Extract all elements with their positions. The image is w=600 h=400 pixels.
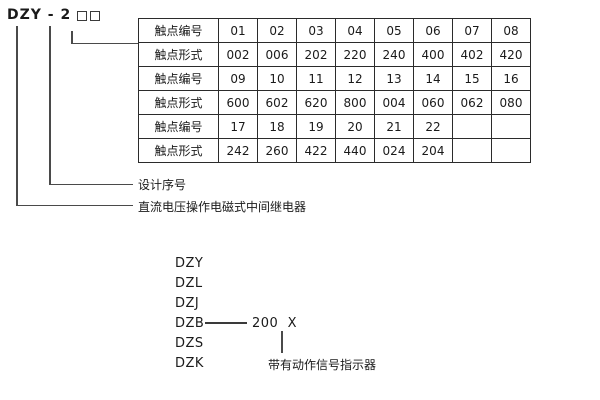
value-cell: 07 [452, 18, 492, 43]
value-cell: 10 [257, 66, 297, 91]
callout-line-serial-vertical [49, 26, 51, 184]
value-cell [452, 114, 492, 139]
row-label-cell: 触点形式 [138, 42, 219, 67]
value-cell: 600 [218, 90, 258, 115]
series-row: DZK 带有动作信号指示器 [175, 353, 376, 373]
table-row: 触点编号 01 02 03 04 05 06 07 08 [138, 18, 531, 43]
indicator-note-label: 带有动作信号指示器 [268, 358, 377, 372]
table-row: 触点形式 600 602 620 800 004 060 062 080 [138, 90, 531, 115]
relay-description-label: 直流电压操作电磁式中间继电器 [138, 200, 307, 214]
series-row: DZY [175, 253, 297, 273]
row-label-cell: 触点编号 [138, 66, 219, 91]
table-row: 触点形式 242 260 422 440 024 204 [138, 138, 531, 163]
table-row: 触点编号 17 18 19 20 21 22 [138, 114, 531, 139]
value-cell: 14 [413, 66, 453, 91]
dzb-connector-line [205, 322, 247, 324]
series-code: DZB [175, 315, 205, 331]
value-cell: 11 [296, 66, 336, 91]
value-cell: 04 [335, 18, 375, 43]
row-label-cell: 触点形式 [138, 90, 219, 115]
series-row: DZL [175, 273, 297, 293]
value-cell: 002 [218, 42, 258, 67]
value-cell: 03 [296, 18, 336, 43]
value-cell: 21 [374, 114, 414, 139]
value-cell: 204 [413, 138, 453, 163]
value-cell: 12 [335, 66, 375, 91]
value-cell: 202 [296, 42, 336, 67]
model-digit-box-1 [77, 11, 88, 21]
value-cell [491, 138, 531, 163]
callout-line-serial-horizontal [49, 183, 133, 185]
value-cell: 420 [491, 42, 531, 67]
value-cell: 17 [218, 114, 258, 139]
value-cell: 402 [452, 42, 492, 67]
series-code: DZK [175, 355, 204, 371]
value-cell: 602 [257, 90, 297, 115]
design-serial-label: 设计序号 [138, 178, 187, 192]
model-code: DZY - 2 [7, 7, 101, 23]
series-row: DZB 200 X [175, 313, 297, 333]
callout-line-relay-vertical [16, 26, 18, 206]
contact-table-body: 触点编号 01 02 03 04 05 06 07 08 触点形式 002 006 202 220 240 4… [138, 18, 531, 163]
value-cell: 22 [413, 114, 453, 139]
series-code: DZS [175, 335, 204, 351]
value-cell: 13 [374, 66, 414, 91]
value-cell: 20 [335, 114, 375, 139]
value-cell: 19 [296, 114, 336, 139]
row-label-cell: 触点形式 [138, 138, 219, 163]
table-row: 触点形式 002 006 202 220 240 400 402 420 [138, 42, 531, 67]
series-row: DZJ [175, 293, 297, 313]
table-row: 触点编号 09 10 11 12 13 14 15 16 [138, 66, 531, 91]
series-code: DZY [175, 255, 204, 271]
callout-line-table-horizontal [71, 42, 138, 44]
value-cell: 02 [257, 18, 297, 43]
value-cell [491, 114, 531, 139]
value-cell: 242 [218, 138, 258, 163]
series-code: DZJ [175, 295, 200, 311]
value-cell: 004 [374, 90, 414, 115]
value-cell: 240 [374, 42, 414, 67]
value-cell: 01 [218, 18, 258, 43]
row-label-cell: 触点编号 [138, 114, 219, 139]
value-cell: 09 [218, 66, 258, 91]
value-cell: 422 [296, 138, 336, 163]
value-cell: 024 [374, 138, 414, 163]
value-cell: 620 [296, 90, 336, 115]
value-cell: 440 [335, 138, 375, 163]
model-digit-box-2 [90, 11, 101, 21]
model-code-text: DZY - 2 [7, 7, 72, 23]
value-cell: 060 [413, 90, 453, 115]
series-list: DZY DZL DZJ DZB 200 X DZS DZK 带有动作信号指示器 [175, 253, 376, 373]
callout-line-relay-horizontal [16, 204, 133, 206]
value-cell: 080 [491, 90, 531, 115]
series-row: DZS [175, 333, 297, 353]
value-cell: 006 [257, 42, 297, 67]
value-cell: 800 [335, 90, 375, 115]
value-cell: 18 [257, 114, 297, 139]
value-cell: 062 [452, 90, 492, 115]
value-cell: 05 [374, 18, 414, 43]
value-cell: 06 [413, 18, 453, 43]
value-cell: 220 [335, 42, 375, 67]
value-cell: 260 [257, 138, 297, 163]
value-cell: 16 [491, 66, 531, 91]
row-label-cell: 触点编号 [138, 18, 219, 43]
value-cell: 400 [413, 42, 453, 67]
contact-table: 触点编号 01 02 03 04 05 06 07 08 触点形式 002 006 202 220 240 4… [138, 18, 531, 163]
x-note-connector-line [281, 331, 283, 353]
value-cell [452, 138, 492, 163]
series-code: DZL [175, 275, 203, 291]
value-cell: 08 [491, 18, 531, 43]
value-cell: 15 [452, 66, 492, 91]
dzb-suffix: 200 X [252, 315, 297, 331]
callout-line-table-vertical [71, 31, 73, 44]
